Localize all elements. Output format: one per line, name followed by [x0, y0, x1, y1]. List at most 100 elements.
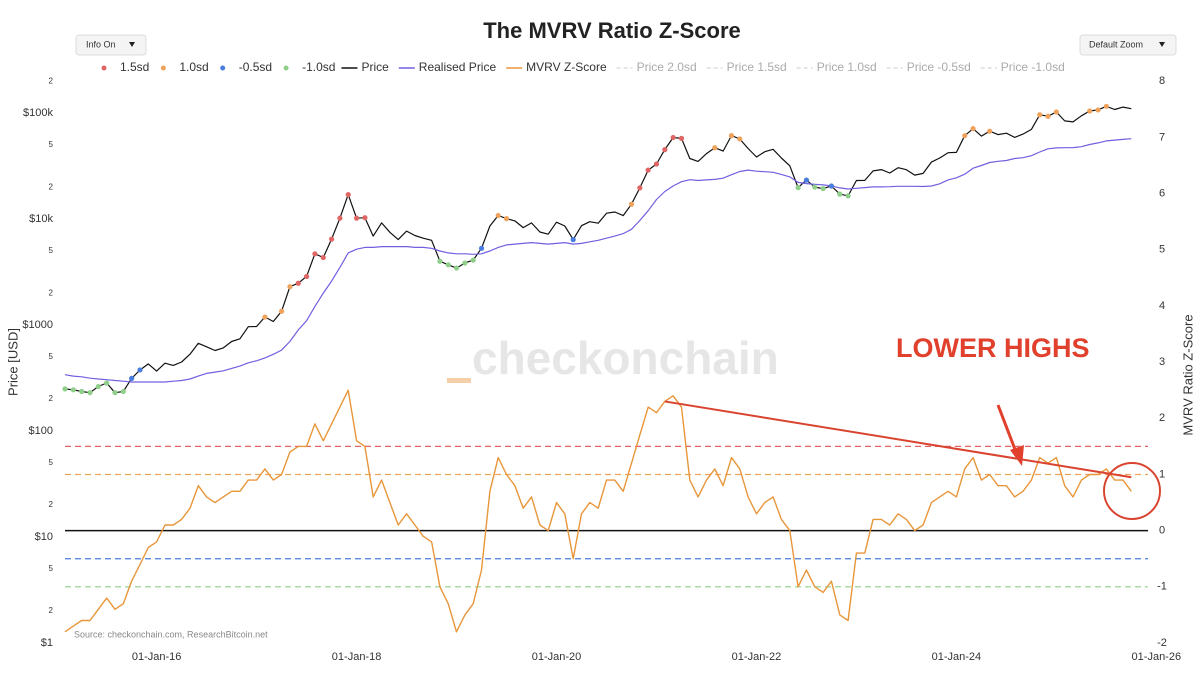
zoom-dropdown[interactable]: Default Zoom	[1079, 34, 1177, 56]
price-zone-dot	[328, 236, 335, 242]
legend-label: MVRV Z-Score	[526, 60, 607, 74]
annotation-arrow	[996, 404, 1018, 453]
legend-label: 1.5sd	[120, 60, 149, 74]
price-zone-dot	[795, 185, 801, 191]
series-line	[64, 105, 1132, 394]
price-zone-dot	[1103, 103, 1109, 109]
y2-tick-label: -1	[1157, 581, 1167, 593]
price-zone-dot	[87, 390, 93, 396]
y-tick-label: 2	[49, 76, 54, 85]
y-tick-label: 5	[49, 564, 54, 573]
price-zone-dot	[120, 388, 126, 395]
price-zone-dot	[437, 258, 443, 264]
y-tick-label: 5	[49, 458, 54, 467]
legend-label-hidden: Price -1.0sd	[1001, 60, 1065, 74]
x-tick-label: 01-Jan-26	[1132, 651, 1182, 663]
trend-line	[664, 400, 1132, 479]
watermark-underscore	[447, 378, 471, 383]
price-zone-dot	[470, 257, 476, 263]
legend-dot	[101, 65, 107, 71]
y-tick-label: 5	[49, 140, 54, 149]
price-zone-dot	[129, 375, 135, 381]
y-tick-label: 5	[49, 246, 54, 255]
legend-label: Price	[361, 60, 389, 74]
y2-tick-label: 4	[1159, 300, 1165, 312]
price-zone-dot	[295, 280, 301, 286]
price-zone-dot	[812, 184, 818, 190]
price-zone-dot	[962, 133, 968, 139]
price-zone-dot	[79, 388, 85, 395]
x-tick-label: 01-Jan-22	[732, 651, 782, 663]
price-zone-dot	[137, 367, 143, 373]
price-zone-dot	[104, 380, 110, 386]
price-zone-dot	[312, 251, 318, 257]
legend-label: 1.0sd	[179, 60, 208, 74]
price-zone-dot	[737, 136, 743, 142]
legend-label-hidden: Price 1.5sd	[727, 60, 787, 74]
legend-label-hidden: Price 2.0sd	[637, 60, 697, 74]
price-zone-dot	[728, 133, 735, 139]
legend-label: -0.5sd	[239, 60, 272, 74]
price-zone-dot	[445, 262, 451, 268]
price-zone-dot	[262, 314, 268, 320]
dropdown-box[interactable]	[1079, 34, 1177, 56]
highlight-circle	[1103, 462, 1161, 520]
y-tick-label: 2	[49, 500, 54, 509]
annotation: LOWER HIGHS	[896, 333, 1090, 363]
x-tick-label: 01-Jan-16	[132, 651, 182, 663]
y2-tick-label: 8	[1159, 75, 1165, 87]
y2-tick-label: 6	[1159, 187, 1165, 199]
dropdown-box[interactable]	[75, 34, 147, 56]
price-zone-dot	[453, 265, 460, 271]
y2-tick-label: 5	[1159, 244, 1165, 256]
y2-tick-label: 1	[1159, 468, 1165, 480]
price-zone-dot	[645, 167, 651, 173]
price-zone-dot	[1053, 109, 1059, 115]
dropdown-arrow	[1159, 42, 1165, 47]
price-zone-dot	[320, 254, 326, 261]
y-tick-label: $1	[41, 637, 53, 649]
y-tick-label: $1000	[22, 319, 53, 331]
legend-label: Realised Price	[419, 60, 497, 74]
price-zone-dot	[287, 284, 293, 290]
watermark: checkonchain	[472, 332, 779, 384]
price-zone-dot	[345, 192, 351, 198]
dropdown-label[interactable]: Info On	[86, 39, 116, 49]
price-zone-dot	[845, 193, 851, 199]
legend-label: -1.0sd	[302, 60, 335, 74]
legend-label-hidden: Price 1.0sd	[817, 60, 877, 74]
price-zone-dot	[678, 135, 685, 141]
price-zone-dot	[279, 308, 285, 314]
dropdown-label[interactable]: Default Zoom	[1089, 39, 1143, 49]
price-zone-dot	[987, 128, 993, 134]
legend-dot	[160, 65, 166, 71]
legend-dot	[220, 65, 226, 71]
price-zone-dot	[628, 201, 635, 207]
price-zone-dot	[95, 383, 101, 390]
price-zone-dot	[303, 273, 310, 280]
legend-label-hidden: Price -0.5sd	[907, 60, 971, 74]
y2-tick-label: 7	[1159, 131, 1165, 143]
y-tick-label: $100k	[23, 107, 53, 119]
info-dropdown[interactable]: Info On	[75, 34, 147, 56]
chart-title: The MVRV Ratio Z-Score	[483, 18, 741, 43]
y-tick-label: $10k	[29, 213, 53, 225]
price-zone-dot	[570, 237, 576, 243]
price-zone-dot	[837, 191, 843, 197]
y2-tick-label: 3	[1159, 356, 1165, 368]
price-zone-dot	[70, 387, 76, 393]
y2-tick-label: 2	[1159, 412, 1165, 424]
annotation-arrowhead	[1010, 445, 1024, 466]
price-zone-dot	[1087, 108, 1093, 114]
y-tick-label: 2	[49, 606, 54, 615]
y-tick-label: $100	[29, 425, 53, 437]
y-tick-label: 2	[49, 394, 54, 403]
dropdown-arrow	[129, 42, 135, 47]
price-zone-dot	[712, 145, 718, 151]
price-zone-dot	[653, 161, 660, 167]
price-zone-dot	[670, 134, 676, 141]
y2-axis-title: MVRV Ratio Z-Score	[1180, 314, 1195, 435]
